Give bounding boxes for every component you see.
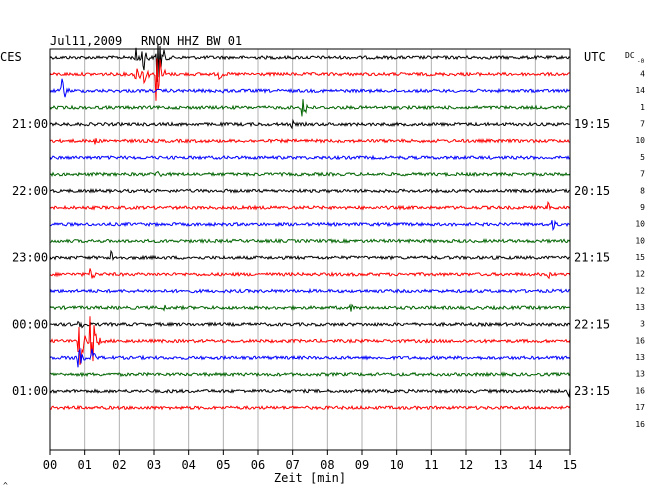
local-time-tick-3: 00:00: [12, 317, 48, 331]
dc-offset-14: 13: [635, 303, 645, 312]
x-tick-label-7: 07: [285, 458, 299, 472]
trace-21: [49, 404, 571, 411]
dc-offset-0: 4: [640, 70, 645, 79]
x-tick-label-2: 02: [112, 458, 126, 472]
seismic-traces: [49, 44, 571, 411]
x-tick-label-6: 06: [251, 458, 265, 472]
trace-8: [49, 187, 571, 194]
utc-time-tick-0: 19:15: [574, 117, 610, 131]
dc-offset-8: 9: [640, 203, 645, 212]
dc-offset-3: 7: [640, 120, 645, 129]
dc-sub-label: -0: [637, 58, 645, 65]
dc-offset-19: 16: [635, 386, 645, 395]
utc-time-tick-4: 23:15: [574, 384, 610, 398]
dc-offset-6: 7: [640, 170, 645, 179]
utc-time-tick-1: 20:15: [574, 184, 610, 198]
trace-19: [49, 371, 571, 378]
x-tick-label-5: 05: [216, 458, 230, 472]
trace-11: [49, 237, 571, 245]
dc-offset-15: 3: [640, 320, 645, 329]
x-tick-label-14: 14: [528, 458, 542, 472]
dc-offset-2: 1: [640, 103, 645, 112]
x-axis-title: Zeit [min]: [274, 471, 346, 485]
trace-0: [49, 44, 571, 82]
dc-offset-9: 10: [635, 220, 645, 229]
x-tick-label-9: 09: [355, 458, 369, 472]
x-tick-label-15: 15: [563, 458, 577, 472]
dc-offset-18: 13: [635, 370, 645, 379]
trace-16: [49, 320, 571, 329]
dc-offset-1: 14: [635, 86, 645, 95]
local-time-labels: 21:00 22:00 23:00 00:00 01:00: [12, 117, 48, 398]
x-axis-ticks: 00 01 02 03 04 05 06 07 08 09 10 11 12 13 14 15: [43, 450, 577, 472]
trace-3: [49, 99, 571, 117]
x-tick-label-12: 12: [459, 458, 473, 472]
trace-2: [49, 78, 571, 98]
chart-station: RNON HHZ BW 01: [141, 34, 242, 48]
trace-18: [49, 347, 571, 368]
trace-6: [49, 154, 571, 161]
dc-offset-11: 15: [635, 253, 645, 262]
trace-20: [49, 387, 571, 398]
trace-9: [49, 200, 571, 211]
dc-offset-7: 8: [640, 186, 645, 195]
local-time-tick-0: 21:00: [12, 117, 48, 131]
utc-time-tick-2: 21:15: [574, 251, 610, 265]
x-tick-label-3: 03: [147, 458, 161, 472]
utc-label: UTC: [584, 50, 606, 64]
dc-offset-13: 12: [635, 286, 645, 295]
local-time-tick-1: 22:00: [12, 184, 48, 198]
dc-offset-12: 12: [635, 270, 645, 279]
trace-10: [50, 219, 571, 232]
x-tick-label-8: 08: [320, 458, 334, 472]
dc-offset-10: 10: [635, 236, 645, 245]
trace-14: [49, 287, 571, 294]
dc-offset-17: 13: [635, 353, 645, 362]
x-tick-label-11: 11: [424, 458, 438, 472]
x-tick-label-0: 00: [43, 458, 57, 472]
trace-4: [49, 118, 571, 130]
chart-date: Jul11,2009: [50, 34, 122, 48]
grid-lines: [84, 49, 536, 450]
corner-mark: ^: [3, 481, 8, 490]
plot-frame: [49, 48, 571, 451]
dc-offset-20: 17: [635, 403, 645, 412]
utc-time-tick-3: 22:15: [574, 317, 610, 331]
dc-offset-16: 16: [635, 336, 645, 345]
trace-1: [49, 58, 570, 101]
trace-13: [49, 268, 571, 280]
trace-15: [49, 303, 571, 312]
trace-17: [49, 316, 571, 365]
local-time-tick-2: 23:00: [12, 251, 48, 265]
local-time-label: CES: [0, 50, 22, 64]
dc-offset-21: 16: [635, 420, 645, 429]
dc-offset-4: 10: [635, 136, 645, 145]
dc-label: DC: [625, 51, 635, 60]
trace-12: [49, 249, 571, 261]
utc-time-labels: 19:15 20:15 21:15 22:15 23:15: [574, 117, 610, 398]
x-tick-label-13: 13: [493, 458, 507, 472]
trace-5: [49, 137, 571, 145]
dc-offset-5: 5: [640, 153, 645, 162]
x-tick-label-10: 10: [389, 458, 403, 472]
x-tick-label-4: 04: [181, 458, 195, 472]
x-tick-label-1: 01: [77, 458, 91, 472]
local-time-tick-4: 01:00: [12, 384, 48, 398]
trace-7: [49, 170, 571, 178]
